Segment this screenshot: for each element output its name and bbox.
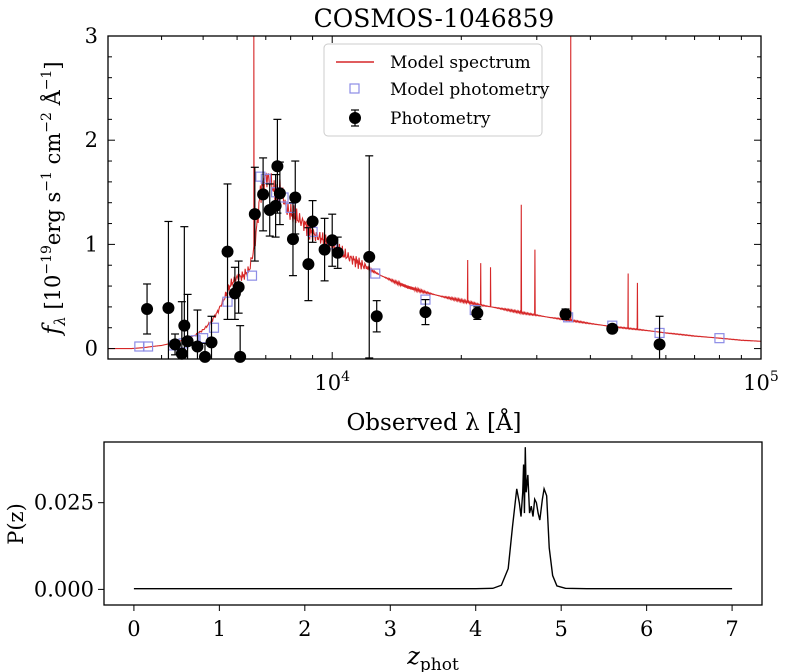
model-photometry-point <box>142 341 154 352</box>
sed-y-tick-label: 3 <box>85 24 98 48</box>
pz-x-tick-label: 4 <box>469 617 482 641</box>
sed-x-ticks <box>107 36 762 359</box>
sed-x-tick-label: 105 <box>743 369 779 395</box>
pz-curve-layer <box>133 447 733 590</box>
legend-model-photometry-label: Model photometry <box>390 80 550 100</box>
photometry-point <box>289 160 302 235</box>
pz-x-tick-label: 3 <box>384 617 397 641</box>
sed-y-ticks <box>108 35 761 350</box>
photometry-point <box>234 325 247 363</box>
sed-x-tick-label: 104 <box>314 369 350 395</box>
photometry-point <box>370 300 383 333</box>
photometry-point <box>232 260 245 314</box>
pz-y-axis-label: P(z) <box>4 503 28 545</box>
legend-model-photometry-swatch <box>349 83 360 94</box>
photometry-point <box>653 315 666 359</box>
pz-y-tick-label: 0.000 <box>34 577 94 601</box>
sed-y-tick-label: 0 <box>85 337 98 361</box>
pz-x-tick-label: 2 <box>298 617 311 641</box>
legend-photometry-swatch <box>349 109 361 127</box>
pz-y-ticks <box>98 502 104 590</box>
pz-panel: 0 1 2 3 4 5 6 7 0.000 0.025 zphot P(z) <box>4 441 763 672</box>
photometry-point <box>363 155 376 359</box>
photometry-point <box>191 309 204 359</box>
pz-x-tick-label: 5 <box>554 617 567 641</box>
model-photometry-point <box>370 268 381 279</box>
photometry-point <box>606 322 619 335</box>
legend-photometry-label: Photometry <box>390 109 491 129</box>
pz-x-tick-label: 1 <box>213 617 226 641</box>
photometry-layer <box>141 118 666 363</box>
model-photometry-point <box>260 173 271 184</box>
photometry-point <box>269 173 282 238</box>
pz-plot-area <box>104 442 762 605</box>
sed-y-axis-label: fλ [10−19erg s−1 cm−2 Å−1] <box>38 61 69 336</box>
legend-box <box>323 43 543 137</box>
pz-x-axis-label: zphot <box>406 642 459 672</box>
sed-y-tick-label: 2 <box>85 128 98 152</box>
pz-x-tick-label: 6 <box>640 617 653 641</box>
photometry-point <box>248 166 261 262</box>
sed-x-axis-label: Observed λ [Å] <box>346 408 521 436</box>
sed-axes-frame <box>107 35 762 360</box>
pz-y-tick-label: 0.025 <box>34 491 94 515</box>
legend-model-spectrum-label: Model spectrum <box>390 53 531 73</box>
model-photometry-point <box>208 322 220 333</box>
model-photometry-point <box>246 270 258 281</box>
photometry-point <box>559 308 572 321</box>
model-photometry-point <box>255 171 266 182</box>
photometry-point <box>331 236 344 269</box>
pz-x-ticks <box>133 605 733 611</box>
sed-panel: COSMOS-1046859 104 105 0 1 2 3 Observed … <box>38 4 779 436</box>
pz-x-tick-label: 0 <box>127 617 140 641</box>
photometry-point <box>162 220 175 359</box>
photometry-point <box>271 118 284 214</box>
photometry-point <box>141 283 154 335</box>
photometry-point <box>257 157 270 232</box>
photometry-point <box>419 299 432 326</box>
photometry-point <box>221 183 234 321</box>
model-spectrum-layer <box>108 35 762 350</box>
photometry-point <box>181 293 194 359</box>
sed-chart-title: COSMOS-1046859 <box>314 4 555 33</box>
pz-curve <box>133 447 733 590</box>
model-photometry-point <box>714 333 725 344</box>
photometry-point <box>302 227 315 302</box>
sed-y-tick-label: 1 <box>85 232 98 256</box>
photometry-point <box>306 200 319 243</box>
photometry-point <box>205 315 218 359</box>
pz-x-tick-label: 7 <box>725 617 738 641</box>
sed-legend: Model spectrum Model photometry Photomet… <box>323 43 550 137</box>
pz-axes-frame <box>103 441 763 606</box>
model-spectrum-line <box>108 35 762 350</box>
photometry-point <box>318 217 331 282</box>
photometry-point <box>471 306 484 321</box>
